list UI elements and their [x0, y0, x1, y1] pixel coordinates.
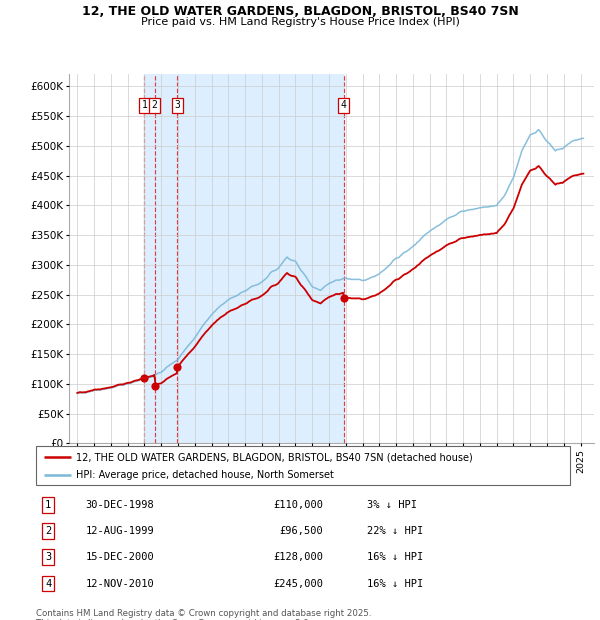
Text: 30-DEC-1998: 30-DEC-1998 [86, 500, 154, 510]
Text: 12-AUG-1999: 12-AUG-1999 [86, 526, 154, 536]
Text: 16% ↓ HPI: 16% ↓ HPI [367, 552, 424, 562]
Text: £96,500: £96,500 [279, 526, 323, 536]
Bar [145, 74, 344, 443]
Point [150, 381, 160, 391]
Text: £128,000: £128,000 [273, 552, 323, 562]
Text: 12-NOV-2010: 12-NOV-2010 [86, 578, 154, 588]
Text: 12, THE OLD WATER GARDENS, BLAGDON, BRISTOL, BS40 7SN (detached house): 12, THE OLD WATER GARDENS, BLAGDON, BRIS… [76, 452, 473, 462]
Text: £110,000: £110,000 [273, 500, 323, 510]
Text: 15-DEC-2000: 15-DEC-2000 [86, 552, 154, 562]
FancyBboxPatch shape [36, 446, 570, 485]
Text: 3% ↓ HPI: 3% ↓ HPI [367, 500, 417, 510]
Text: 1: 1 [45, 500, 51, 510]
Text: 3: 3 [175, 100, 180, 110]
Text: 2: 2 [152, 100, 158, 110]
Text: 12, THE OLD WATER GARDENS, BLAGDON, BRISTOL, BS40 7SN: 12, THE OLD WATER GARDENS, BLAGDON, BRIS… [82, 5, 518, 18]
Point [140, 373, 149, 383]
Text: 1: 1 [142, 100, 147, 110]
Text: 16% ↓ HPI: 16% ↓ HPI [367, 578, 424, 588]
Text: HPI: Average price, detached house, North Somerset: HPI: Average price, detached house, Nort… [76, 470, 334, 480]
Point [173, 362, 182, 372]
Text: Price paid vs. HM Land Registry's House Price Index (HPI): Price paid vs. HM Land Registry's House … [140, 17, 460, 27]
Text: £245,000: £245,000 [273, 578, 323, 588]
Text: 3: 3 [45, 552, 51, 562]
Text: Contains HM Land Registry data © Crown copyright and database right 2025.
This d: Contains HM Land Registry data © Crown c… [36, 609, 371, 620]
Point [339, 293, 349, 303]
Text: 2: 2 [45, 526, 51, 536]
Text: 22% ↓ HPI: 22% ↓ HPI [367, 526, 424, 536]
Text: 4: 4 [341, 100, 347, 110]
Text: 4: 4 [45, 578, 51, 588]
